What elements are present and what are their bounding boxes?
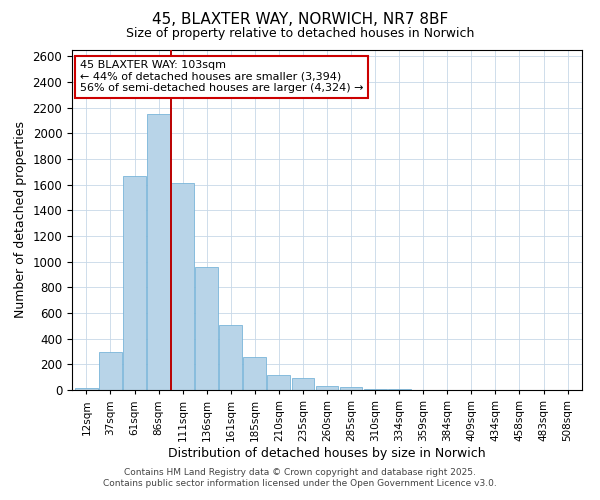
Text: Contains HM Land Registry data © Crown copyright and database right 2025.
Contai: Contains HM Land Registry data © Crown c… [103, 468, 497, 487]
Y-axis label: Number of detached properties: Number of detached properties [14, 122, 27, 318]
Bar [340, 387, 362, 390]
Bar [123, 176, 146, 390]
Bar [316, 386, 338, 390]
Bar [292, 378, 314, 390]
Bar [364, 388, 386, 390]
Bar [171, 184, 194, 390]
Bar [268, 375, 290, 390]
Bar [147, 114, 170, 390]
Bar [220, 324, 242, 390]
Bar [195, 267, 218, 390]
Text: 45, BLAXTER WAY, NORWICH, NR7 8BF: 45, BLAXTER WAY, NORWICH, NR7 8BF [152, 12, 448, 28]
Text: 45 BLAXTER WAY: 103sqm
← 44% of detached houses are smaller (3,394)
56% of semi-: 45 BLAXTER WAY: 103sqm ← 44% of detached… [80, 60, 363, 94]
Bar [75, 388, 98, 390]
Text: Size of property relative to detached houses in Norwich: Size of property relative to detached ho… [126, 28, 474, 40]
Bar [99, 352, 122, 390]
X-axis label: Distribution of detached houses by size in Norwich: Distribution of detached houses by size … [168, 446, 486, 460]
Bar [244, 358, 266, 390]
